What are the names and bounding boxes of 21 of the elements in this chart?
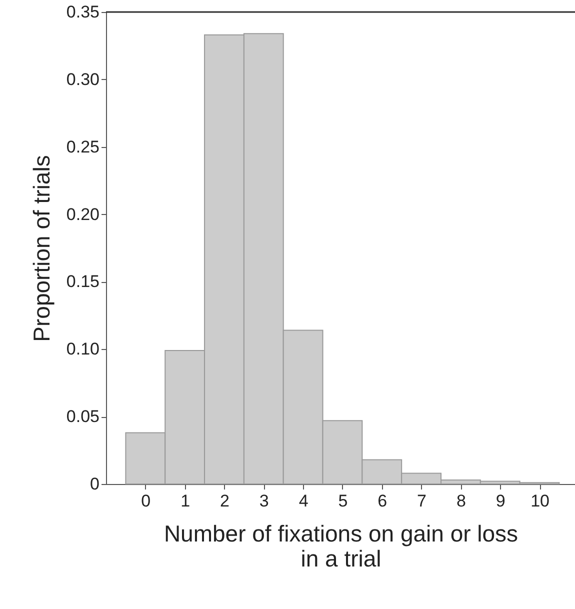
x-tick-label: 3 xyxy=(259,492,269,510)
x-tick-label: 5 xyxy=(338,492,348,510)
x-tick-label: 0 xyxy=(141,492,151,510)
x-tick-label: 7 xyxy=(417,492,427,510)
x-tick-label: 4 xyxy=(298,492,308,510)
x-tick-label: 2 xyxy=(220,492,230,510)
x-tick-label: 9 xyxy=(496,492,506,510)
y-axis-title: Proportion of trials xyxy=(28,155,54,342)
x-axis-title: Number of fixations on gain or loss in a trial xyxy=(164,520,518,572)
y-tick-label: 0 xyxy=(90,474,100,494)
y-tick-label: 0.20 xyxy=(66,204,100,224)
y-tick-label: 0.10 xyxy=(66,340,100,359)
y-tick-label: 0.30 xyxy=(66,70,100,89)
y-tick-label: 0.35 xyxy=(66,2,100,22)
y-tick-label: 0.05 xyxy=(66,407,100,426)
x-tick-label: 1 xyxy=(180,492,190,510)
x-tick-label: 10 xyxy=(530,492,550,510)
x-tick-label: 8 xyxy=(456,492,466,510)
x-tick-label: 6 xyxy=(378,492,388,510)
y-tick-label: 0.25 xyxy=(66,137,100,156)
y-tick-label: 0.15 xyxy=(66,272,100,292)
